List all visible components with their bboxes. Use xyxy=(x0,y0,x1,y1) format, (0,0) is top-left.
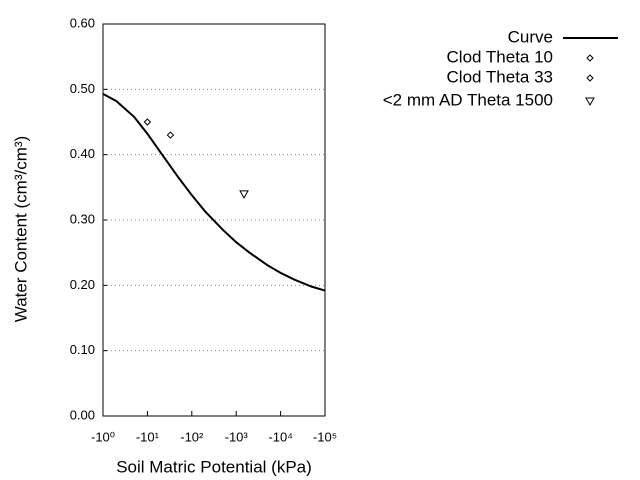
x-tick-label: -10⁰ xyxy=(91,429,115,444)
x-tick-label: -10⁴ xyxy=(268,429,292,444)
x-tick-label: -10⁵ xyxy=(313,429,337,444)
y-tick-label: 0.20 xyxy=(70,277,95,292)
legend-label: Curve xyxy=(508,27,553,46)
legend-label: Clod Theta 10 xyxy=(447,47,553,66)
legend-label: <2 mm AD Theta 1500 xyxy=(383,90,553,109)
x-tick-label: -10³ xyxy=(225,429,249,444)
legend-label: Clod Theta 33 xyxy=(447,67,553,86)
y-tick-label: 0.40 xyxy=(70,146,95,161)
y-axis-label: Water Content (cm³/cm³) xyxy=(11,136,30,322)
legend-marker xyxy=(586,74,594,82)
x-axis-label: Soil Matric Potential (kPa) xyxy=(116,457,312,476)
x-tick-label: -10¹ xyxy=(136,429,160,444)
marker xyxy=(166,131,175,139)
y-tick-label: 0.50 xyxy=(70,81,95,96)
curve xyxy=(102,93,326,292)
marker xyxy=(239,190,249,199)
legend-marker xyxy=(585,97,595,107)
legend-marker xyxy=(586,54,594,62)
y-tick-label: 0.60 xyxy=(70,15,95,30)
x-tick-label: -10² xyxy=(180,429,204,444)
y-tick-label: 0.30 xyxy=(70,211,95,226)
y-tick-label: 0.00 xyxy=(70,407,95,422)
marker xyxy=(143,118,152,126)
plot-frame xyxy=(102,23,326,417)
y-tick-label: 0.10 xyxy=(70,342,95,357)
